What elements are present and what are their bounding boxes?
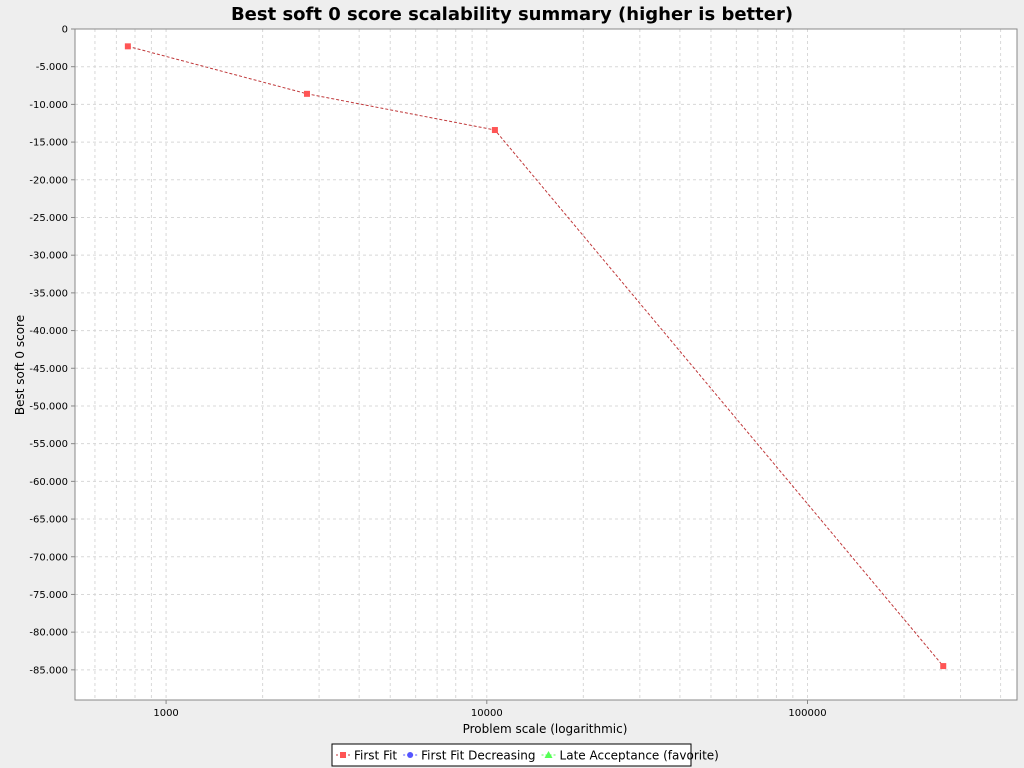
- x-tick-label: 100000: [788, 708, 826, 719]
- x-axis-label: Problem scale (logarithmic): [463, 722, 628, 736]
- legend-label-0: First Fit: [354, 749, 397, 763]
- y-tick-label: -15.000: [29, 138, 68, 149]
- plot-border: [74, 28, 1018, 701]
- y-axis-label: Best soft 0 score: [13, 315, 27, 415]
- grid-lines: [75, 28, 1017, 700]
- y-tick-label: -75.000: [29, 590, 68, 601]
- x-tick-label: 1000: [153, 708, 178, 719]
- data-point: [303, 90, 310, 97]
- y-tick-label: -50.000: [29, 401, 68, 412]
- y-axis-ticks: 0 -5.000 -10.000 -15.000 -20.000 -25.000 -30.0…: [29, 25, 75, 676]
- x-axis-ticks: 1000 10000 100000: [153, 700, 827, 719]
- y-tick-label: -40.000: [29, 326, 68, 337]
- y-tick-label: -20.000: [29, 175, 68, 186]
- y-tick-label: -70.000: [29, 552, 68, 563]
- y-tick-label: -60.000: [29, 477, 68, 488]
- chart-title: Best soft 0 score scalability summary (h…: [231, 4, 793, 25]
- plot-area: [75, 29, 1017, 700]
- x-tick-label: 10000: [471, 708, 503, 719]
- legend-label-1: First Fit Decreasing: [421, 749, 535, 763]
- y-tick-label: -80.000: [29, 628, 68, 639]
- series-line-0: [127, 45, 944, 667]
- y-tick-label: -45.000: [29, 364, 68, 375]
- y-tick-label: -85.000: [29, 665, 68, 676]
- y-tick-label: -65.000: [29, 515, 68, 526]
- y-tick-label: -30.000: [29, 251, 68, 262]
- y-tick-label: -10.000: [29, 100, 68, 111]
- legend-box: [331, 743, 692, 767]
- legend-marker-circle: [407, 752, 414, 758]
- y-tick-label: -5.000: [36, 62, 68, 73]
- legend-marker-square: [340, 752, 346, 758]
- data-point: [491, 127, 498, 134]
- data-point: [124, 43, 131, 50]
- legend: First Fit First Fit Decreasing Late Accept…: [331, 743, 719, 767]
- data-point: [940, 663, 947, 670]
- y-tick-label: -35.000: [29, 288, 68, 299]
- series-layer: [124, 43, 947, 670]
- y-tick-label: -55.000: [29, 439, 68, 450]
- legend-label-2: Late Acceptance (favorite): [560, 749, 719, 763]
- y-tick-label: 0: [62, 25, 68, 36]
- legend-marker-triangle: [544, 751, 553, 758]
- y-tick-label: -25.000: [29, 213, 68, 224]
